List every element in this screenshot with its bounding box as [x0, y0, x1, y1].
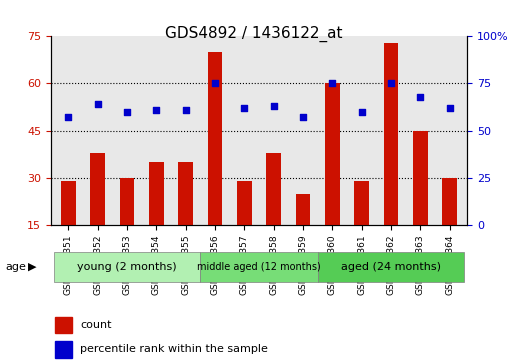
Point	[123, 109, 131, 115]
FancyBboxPatch shape	[201, 252, 318, 282]
Point	[446, 105, 454, 111]
Bar	[325, 83, 340, 225]
Point	[93, 101, 102, 107]
Text: count: count	[80, 320, 111, 330]
Bar	[208, 52, 223, 225]
Text: age: age	[5, 262, 26, 272]
Text: GDS4892 / 1436122_at: GDS4892 / 1436122_at	[165, 25, 343, 42]
Point	[240, 105, 248, 111]
Bar	[237, 181, 252, 225]
Bar	[149, 162, 164, 225]
FancyBboxPatch shape	[54, 252, 201, 282]
Bar	[296, 193, 310, 225]
Bar	[413, 131, 428, 225]
Text: middle aged (12 months): middle aged (12 months)	[197, 262, 321, 272]
Point	[270, 103, 278, 109]
Point	[328, 81, 336, 86]
Point	[387, 81, 395, 86]
Bar	[178, 162, 193, 225]
Bar	[442, 178, 457, 225]
Point	[211, 81, 219, 86]
Point	[65, 115, 73, 121]
Text: percentile rank within the sample: percentile rank within the sample	[80, 344, 268, 354]
Bar	[384, 42, 398, 225]
Bar	[120, 178, 135, 225]
Text: young (2 months): young (2 months)	[77, 262, 177, 272]
Bar	[55, 341, 72, 358]
Point	[182, 107, 190, 113]
Bar	[266, 153, 281, 225]
Bar	[90, 153, 105, 225]
Text: aged (24 months): aged (24 months)	[341, 262, 441, 272]
Point	[299, 115, 307, 121]
FancyBboxPatch shape	[318, 252, 464, 282]
Point	[358, 109, 366, 115]
Bar	[55, 317, 72, 333]
Bar	[355, 181, 369, 225]
Point	[152, 107, 161, 113]
Bar	[61, 181, 76, 225]
Text: ▶: ▶	[28, 262, 37, 272]
Point	[417, 94, 425, 99]
